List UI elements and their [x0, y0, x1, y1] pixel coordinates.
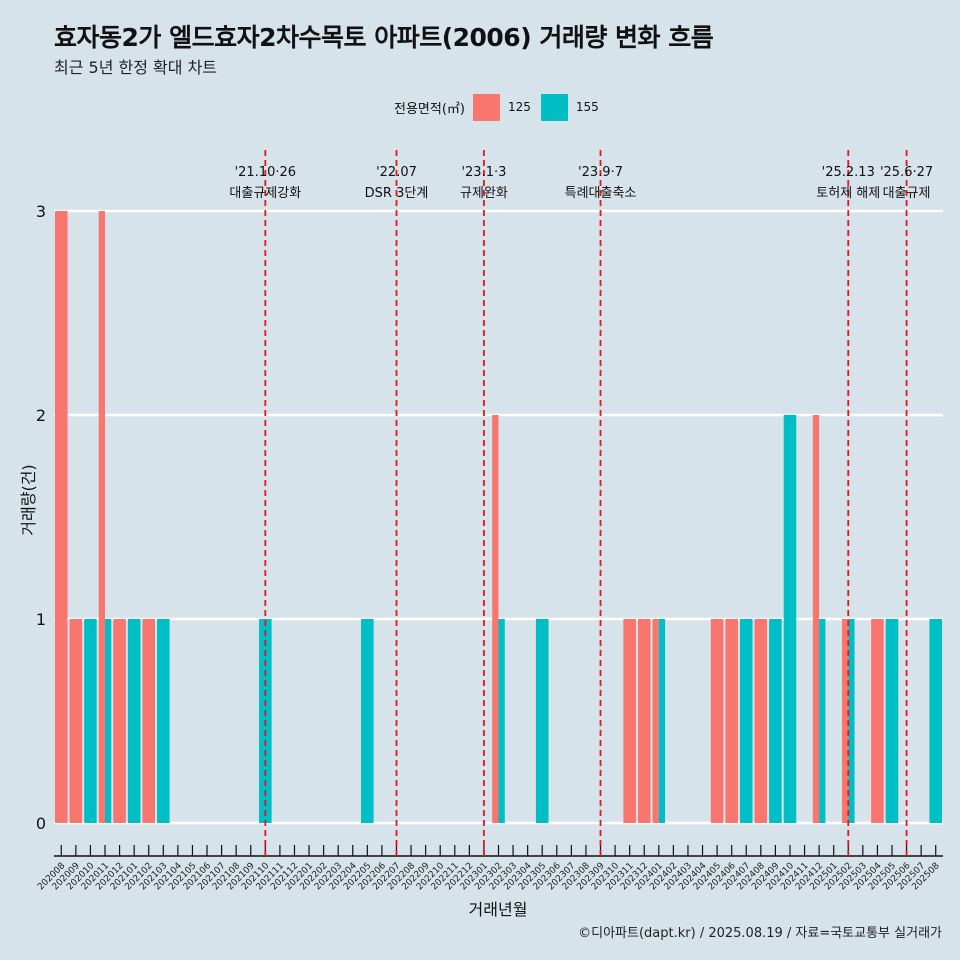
bar-155 — [498, 619, 505, 823]
bar-125 — [871, 619, 884, 823]
bar-125 — [623, 619, 636, 823]
event-date-label: '25.6·27 — [880, 165, 933, 180]
chart-subtitle: 최근 5년 한정 확대 차트 — [54, 58, 218, 77]
bar-155 — [929, 619, 942, 823]
x-axis-title: 거래년월 — [469, 900, 528, 919]
bar-125 — [113, 619, 126, 823]
legend: 전용면적(㎡) 125 155 — [394, 93, 609, 121]
bar-155 — [769, 619, 782, 823]
bar-155 — [819, 619, 826, 823]
event-date-label: '23.9·7 — [578, 165, 623, 180]
bar-125 — [725, 619, 738, 823]
event-name-label: 특례대출축소 — [565, 186, 637, 201]
event-date-label: '21.10·26 — [235, 165, 296, 180]
bar-155 — [848, 619, 855, 823]
bar-125 — [55, 211, 68, 823]
bar-125 — [841, 619, 849, 823]
legend-swatch-125 — [472, 93, 500, 121]
event-date-label: '22.07 — [376, 165, 417, 180]
legend-item-155: 155 — [540, 93, 599, 121]
bar-125 — [69, 619, 83, 823]
y-tick-label: 3 — [36, 202, 46, 221]
event-name-label: 대출규제 — [883, 186, 931, 201]
bar-155 — [105, 619, 112, 823]
y-axis-title: 거래량(건) — [19, 464, 38, 535]
legend-label-155: 155 — [575, 100, 599, 114]
bar-125 — [142, 619, 156, 823]
legend-item-125: 125 — [472, 93, 531, 121]
bar-155 — [535, 619, 549, 823]
bar-155 — [127, 619, 141, 823]
bar-125 — [710, 619, 724, 823]
bar-155 — [84, 619, 97, 823]
legend-swatch-155 — [540, 93, 568, 121]
bar-125 — [637, 619, 651, 823]
bar-155 — [361, 619, 374, 823]
event-name-label: 규제완화 — [460, 186, 508, 201]
event-name-label: DSR 3단계 — [365, 186, 429, 201]
bar-155 — [783, 415, 797, 823]
bar-125 — [652, 619, 659, 823]
bar-155 — [157, 619, 170, 823]
y-tick-label: 1 — [36, 610, 46, 629]
bar-155 — [885, 619, 899, 823]
source-caption: ©디아파트(dapt.kr) / 2025.08.19 / 자료=국토교통부 실… — [578, 926, 942, 941]
event-name-label: 대출규제강화 — [229, 186, 301, 201]
bar-155 — [658, 619, 666, 823]
bar-125 — [812, 415, 820, 823]
bar-125 — [98, 211, 106, 823]
event-date-label: '23.1·3 — [461, 165, 506, 180]
chart-title: 효자동2가 엘드효자2차수목토 아파트(2006) 거래량 변화 흐름 — [54, 23, 714, 52]
bar-155 — [739, 619, 753, 823]
event-date-label: '25.2.13 — [822, 165, 875, 180]
legend-label-125: 125 — [507, 100, 531, 114]
y-tick-label: 2 — [36, 406, 46, 425]
event-name-label: 토허제 해제 — [816, 186, 880, 201]
y-tick-label: 0 — [36, 814, 46, 833]
legend-title: 전용면적(㎡) — [394, 101, 465, 117]
bar-125 — [492, 415, 499, 823]
bar-125 — [754, 619, 768, 823]
